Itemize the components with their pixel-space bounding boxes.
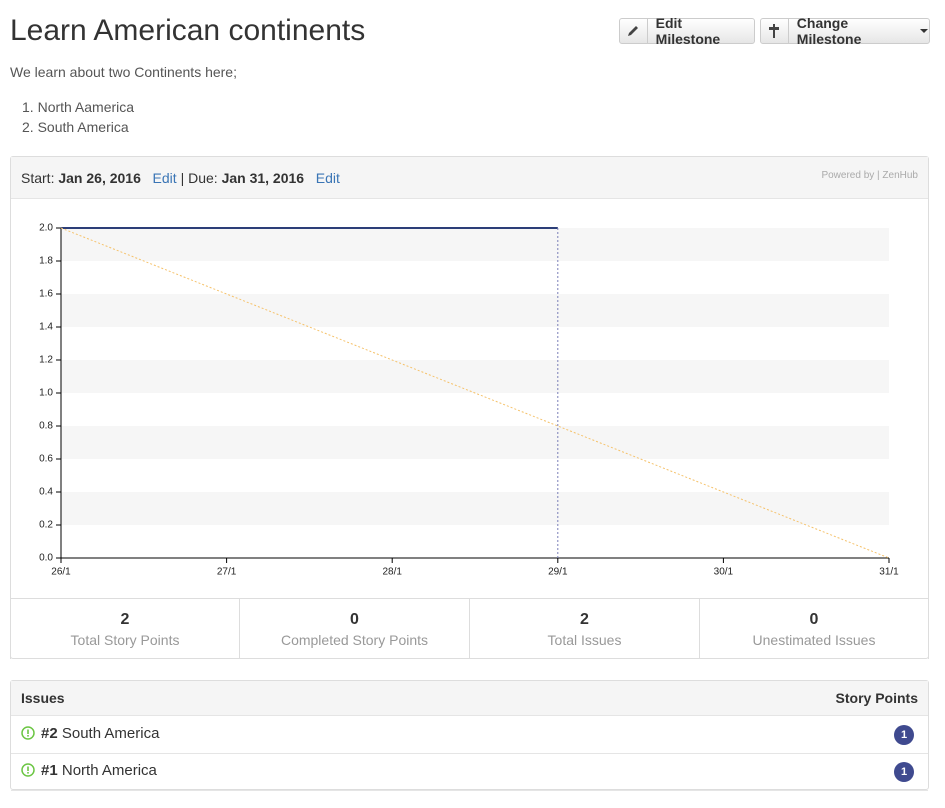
change-milestone-button[interactable]: Change Milestone <box>760 15 930 47</box>
stat: 0 Completed Story Points <box>240 598 470 659</box>
grid-band <box>61 426 889 459</box>
description-list: 1. North Aamerica 2. South America <box>22 97 134 137</box>
due-label: Due: <box>188 170 218 186</box>
milestone-title: Learn American continents <box>10 14 366 47</box>
issue-row[interactable]: #1 North America 1 <box>11 753 928 791</box>
issue-text: #1 North America <box>41 762 157 779</box>
issues-heading: Issues <box>21 690 65 706</box>
grid-band <box>61 492 889 525</box>
stat-value: 2 <box>120 611 130 628</box>
list-item: 1. North Aamerica <box>22 99 135 115</box>
issue-icon <box>21 763 35 777</box>
grid-band <box>61 294 889 327</box>
pencil <box>628 26 639 36</box>
ideal-line <box>60 227 890 559</box>
issue-number: #2 <box>41 725 58 742</box>
issue-number: #1 <box>41 762 58 779</box>
issue-text: #2 South America <box>41 725 159 742</box>
stat-label: Total Issues <box>547 632 622 648</box>
issues-header: Issues Story Points <box>11 681 928 716</box>
y-tick-label: 1.8 <box>39 256 53 267</box>
x-tick-label: 28/1 <box>382 567 402 578</box>
list-text: North Aamerica <box>37 99 135 115</box>
y-tick-label: 0.4 <box>39 487 53 498</box>
sign-icon <box>761 19 789 43</box>
y-tick-label: 0.0 <box>39 553 53 564</box>
y-tick-label: 1.0 <box>39 388 53 399</box>
stat-value: 0 <box>809 611 819 628</box>
due-date: Jan 31, 2016 <box>221 170 305 186</box>
issue-title: North America <box>61 762 157 779</box>
list-text: South America <box>37 119 129 135</box>
y-tick-label: 2.0 <box>39 223 53 234</box>
y-tick-label: 1.2 <box>39 355 53 366</box>
y-tick-label: 0.2 <box>39 520 53 531</box>
dates: Start: Jan 26, 2016 Edit | Due: Jan 31, … <box>21 170 340 186</box>
burndown-chart: 0.0 0.2 0.4 0.6 0.8 1.0 1.2 1.4 1.6 1.8 2.0 26/1 27/… <box>39 223 899 578</box>
x-tick-label: 26/1 <box>51 567 71 578</box>
x-tick-label: 27/1 <box>217 567 237 578</box>
button-label: Edit Milestone <box>655 15 721 47</box>
stat-label: Unestimated Issues <box>752 632 876 648</box>
points-heading: Story Points <box>835 690 918 706</box>
milestone-header: Start: Jan 26, 2016 Edit | Due: Jan 31, … <box>11 157 928 199</box>
stat: 2 Total Issues <box>470 598 700 659</box>
powered-by: Powered by | ZenHub <box>821 170 918 181</box>
start-edit[interactable]: Edit <box>152 170 177 186</box>
due-edit[interactable]: Edit <box>315 170 340 186</box>
description: We learn about two Continents here; <box>10 64 237 80</box>
issue-title: South America <box>61 725 160 742</box>
y-tick-label: 1.4 <box>39 322 53 333</box>
points-badge: 1 <box>894 725 914 745</box>
stat-value: 2 <box>580 611 589 628</box>
grid-band <box>61 228 889 261</box>
list-item: 2. South America <box>22 119 129 135</box>
grid-band <box>61 360 889 393</box>
y-tick-label: 0.6 <box>39 454 53 465</box>
issues-panel <box>10 680 929 790</box>
start-date: Jan 26, 2016 <box>58 170 141 186</box>
edit-milestone-button[interactable]: Edit Milestone <box>619 15 755 47</box>
points-badge: 1 <box>894 762 914 782</box>
signpost <box>769 24 780 38</box>
issue-row[interactable]: #2 South America 1 <box>11 716 928 754</box>
y-tick-label: 0.8 <box>39 421 53 432</box>
x-tick-label: 30/1 <box>714 567 734 578</box>
stat-label: Total Story Points <box>70 632 180 648</box>
pencil-icon <box>620 19 648 43</box>
separator: | <box>180 170 185 186</box>
x-tick-label: 31/1 <box>879 567 899 578</box>
issue-icon <box>21 726 35 740</box>
button-label: Change Milestone <box>796 15 862 47</box>
stat: 0 Unestimated Issues <box>700 598 929 659</box>
start-label: Start: <box>21 170 55 186</box>
stat-value: 0 <box>350 611 359 628</box>
stat: 2 Total Story Points <box>10 598 240 659</box>
caret <box>920 29 929 33</box>
stat-label: Completed Story Points <box>280 632 429 648</box>
y-tick-label: 1.6 <box>39 289 53 300</box>
x-tick-label: 29/1 <box>548 567 568 578</box>
